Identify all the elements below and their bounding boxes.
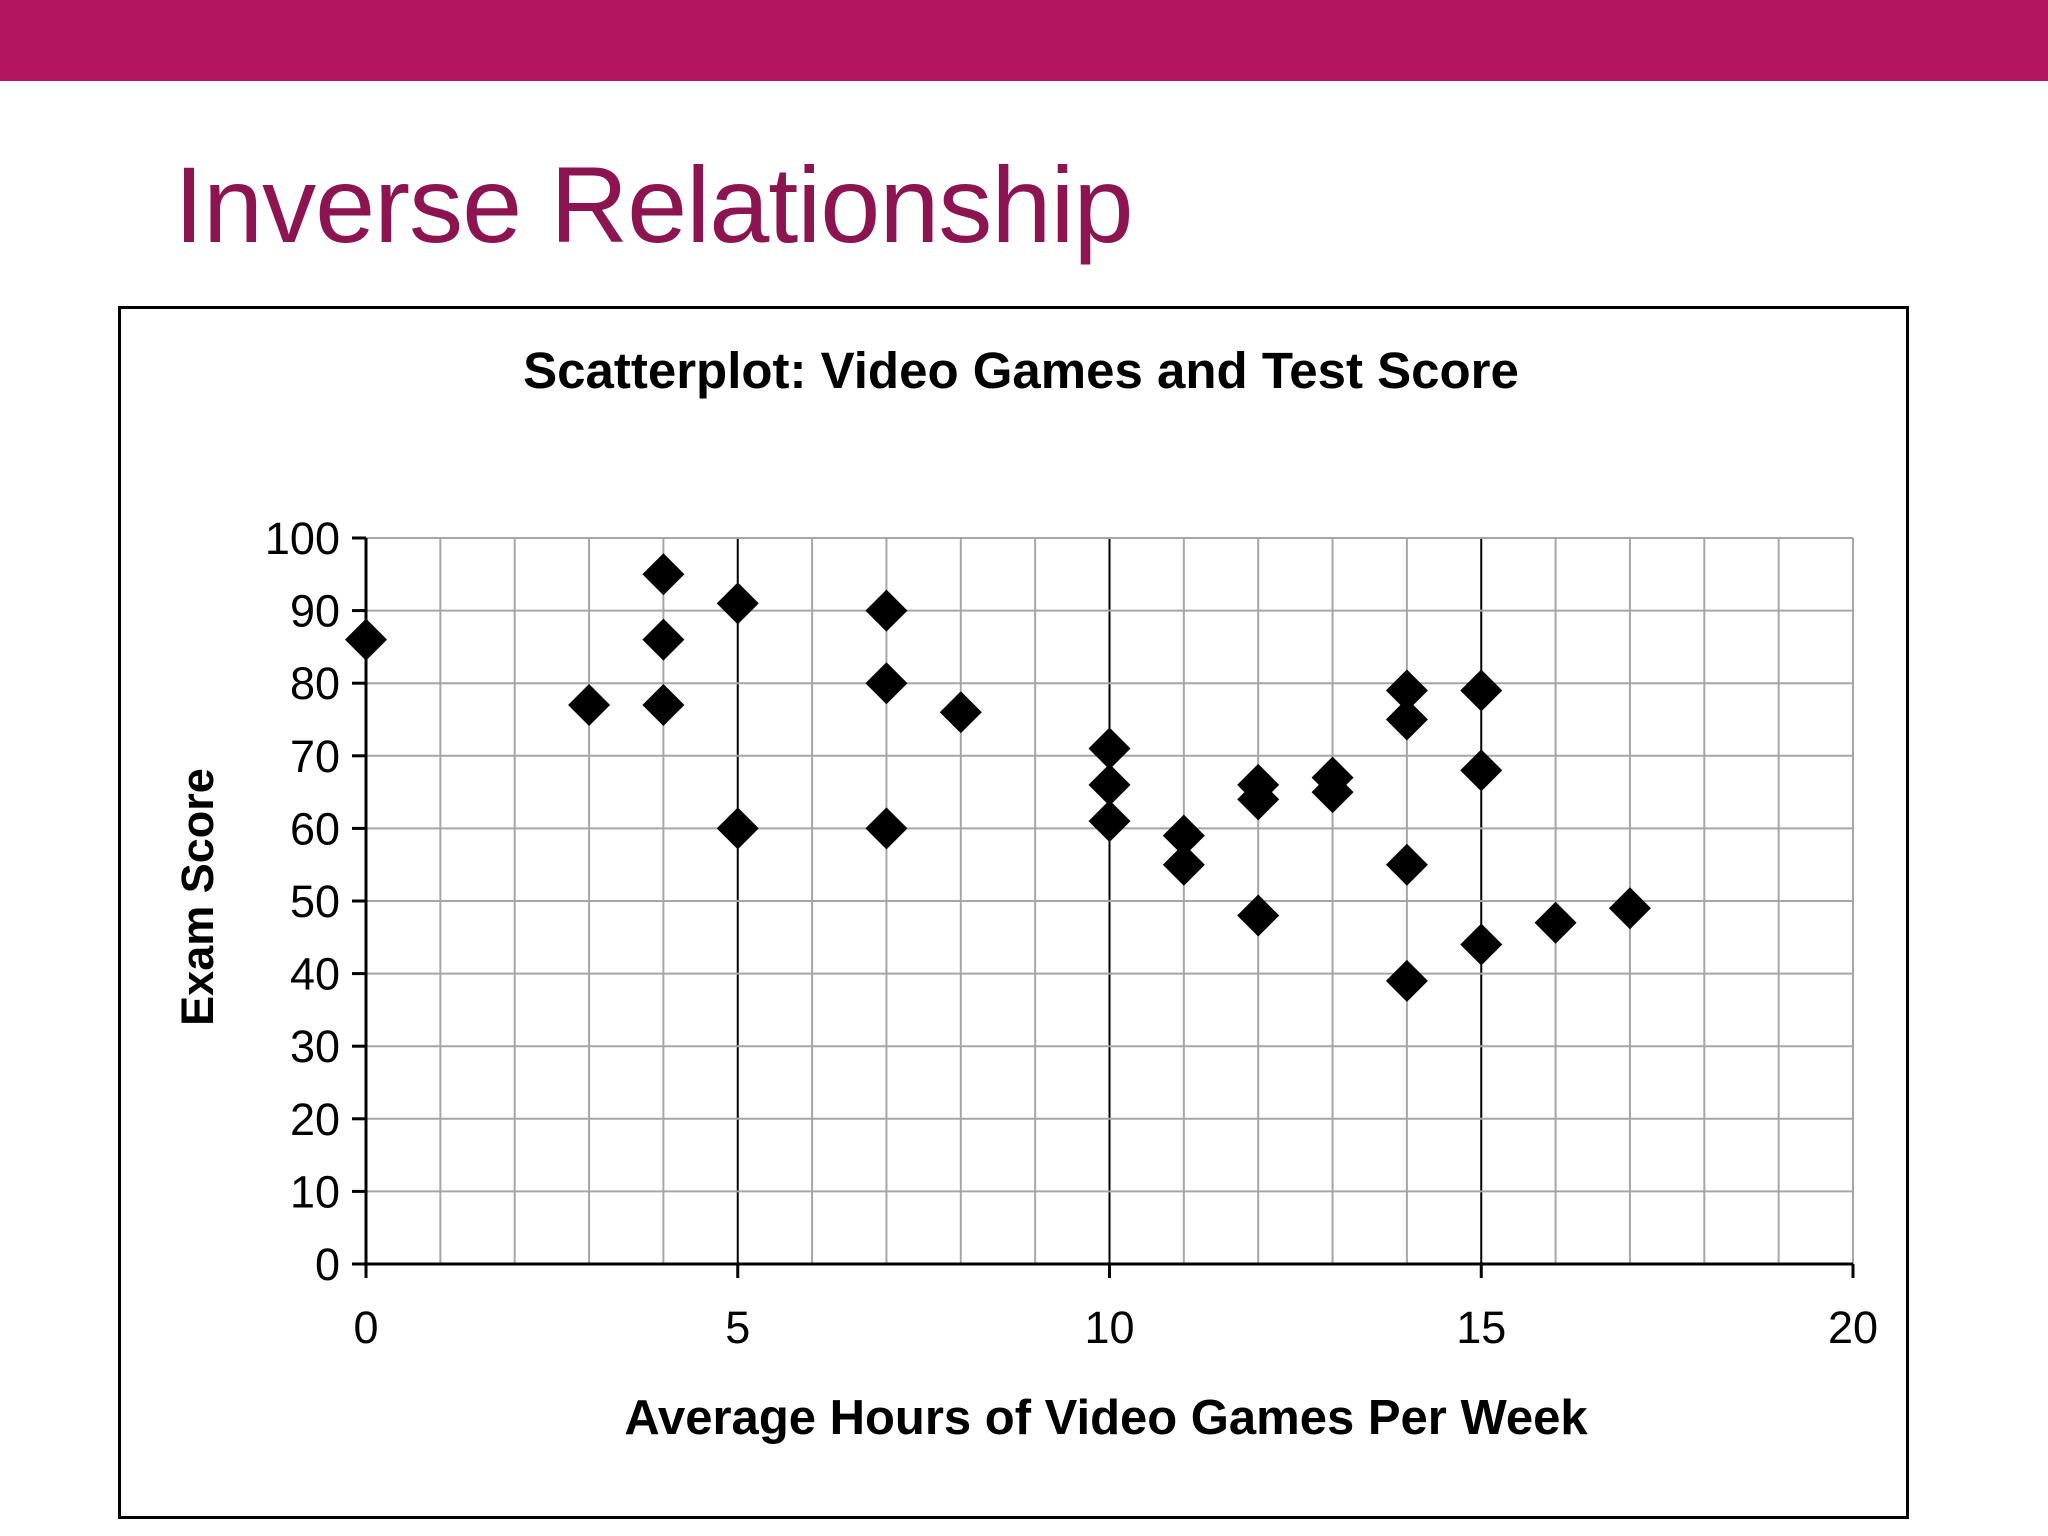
data-point [1385, 698, 1428, 741]
y-tick-label: 100 [265, 513, 340, 564]
y-tick-label: 40 [290, 949, 340, 1000]
data-point [865, 589, 908, 632]
title-band [0, 0, 2048, 81]
y-tick-label: 0 [315, 1239, 340, 1290]
data-point [642, 618, 685, 661]
data-point [1088, 763, 1131, 806]
x-tick-label: 20 [1828, 1302, 1878, 1353]
x-tick-label: 0 [353, 1302, 378, 1353]
data-point [1088, 727, 1131, 770]
data-point [1162, 814, 1205, 857]
data-point [1385, 843, 1428, 886]
chart-frame: 0 10 20 30 40 50 60 70 80 90 100 0 5 10 15 20 Scatterpl… [118, 306, 1909, 1519]
slide-title: Inverse Relationship [174, 144, 1134, 265]
data-point [1088, 800, 1131, 843]
x-tick-label: 15 [1456, 1302, 1506, 1353]
data-point [1460, 669, 1503, 712]
data-point [1385, 959, 1428, 1002]
data-point [1460, 749, 1503, 792]
data-point [1162, 843, 1205, 886]
scatter-chart: 0 10 20 30 40 50 60 70 80 90 100 0 5 10 15 20 Scatterpl… [172, 342, 1878, 1445]
y-tick-label: 80 [290, 658, 340, 709]
x-tick-label: 5 [725, 1302, 750, 1353]
data-point [939, 691, 982, 734]
axes [352, 536, 1855, 1278]
data-point [345, 618, 387, 661]
data-point [716, 807, 759, 850]
data-point [865, 662, 908, 705]
data-point [716, 582, 759, 625]
data-point [1237, 894, 1280, 937]
data-point [1534, 901, 1577, 944]
x-tick-label: 10 [1084, 1302, 1134, 1353]
data-point [865, 807, 908, 850]
x-axis-label: Average Hours of Video Games Per Week [624, 1391, 1588, 1445]
data-point [642, 683, 685, 726]
data-points [345, 553, 1651, 1002]
data-point [1311, 771, 1354, 814]
data-point [1237, 778, 1280, 821]
data-point [1460, 923, 1503, 966]
y-axis-label: Exam Score [172, 768, 223, 1026]
y-tick-label: 60 [290, 803, 340, 854]
y-tick-label: 50 [290, 876, 340, 927]
data-point [642, 553, 685, 596]
data-point [568, 683, 611, 726]
y-tick-label: 10 [290, 1166, 340, 1217]
y-tick-label: 70 [290, 731, 340, 782]
data-point [1385, 669, 1428, 712]
y-tick-label: 20 [290, 1094, 340, 1145]
chart-title: Scatterplot: Video Games and Test Score [523, 342, 1519, 399]
y-tick-label: 30 [290, 1021, 340, 1072]
tick-labels: 0 10 20 30 40 50 60 70 80 90 100 0 5 10 15 20 [265, 513, 1878, 1353]
y-tick-label: 90 [290, 586, 340, 637]
data-point [1608, 887, 1651, 930]
